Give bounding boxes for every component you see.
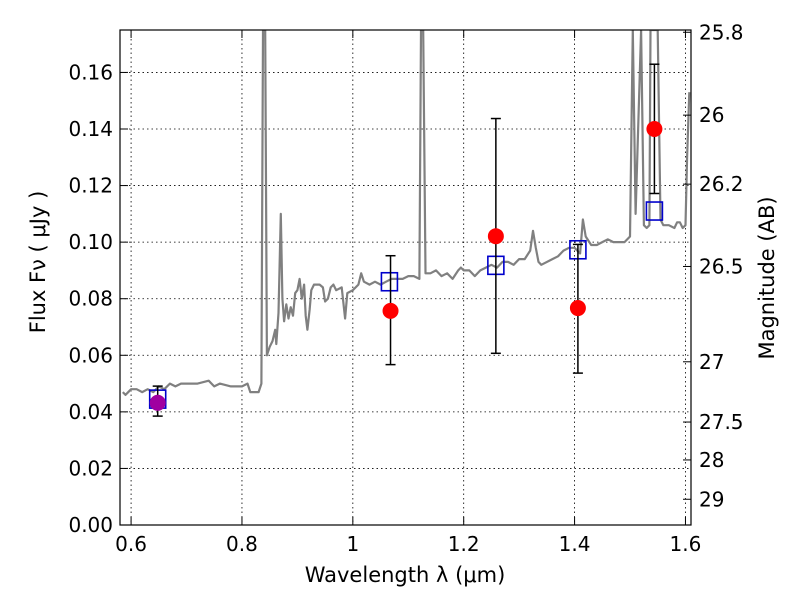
right-tick-label: 28 <box>699 448 724 472</box>
x-axis-title: Wavelength λ (μm) <box>305 563 506 587</box>
y-tick-label: 0.10 <box>68 230 113 254</box>
y-tick-label: 0.06 <box>68 343 113 367</box>
y-tick-label: 0.16 <box>68 60 113 84</box>
y-tick-label: 0.14 <box>68 117 113 141</box>
right-tick-label: 26.2 <box>699 172 744 196</box>
right-tick-label: 26 <box>699 103 724 127</box>
right-axis-title: Magnitude (AB) <box>755 196 779 359</box>
x-tick-label: 1.2 <box>448 532 480 556</box>
x-tick-label: 0.6 <box>115 532 147 556</box>
x-tick-label: 1.6 <box>670 532 702 556</box>
y-tick-label: 0.02 <box>68 456 113 480</box>
right-tick-label: 29 <box>699 487 724 511</box>
y-tick-label: 0.04 <box>68 400 113 424</box>
axis-ticks: 0.6 0.8 1 1.2 1.4 1.6 0.00 0.02 0.04 0.06 0.08 0.10… <box>68 20 743 556</box>
y-axis-title: Flux Fν ( μJy ) <box>26 191 50 334</box>
model-photometry-square <box>645 201 664 221</box>
right-tick-label: 26.5 <box>699 254 744 278</box>
x-tick-label: 1.4 <box>559 532 591 556</box>
observed-photometry-point <box>149 394 166 411</box>
right-tick-label: 27 <box>699 350 724 374</box>
x-tick-label: 1 <box>346 532 359 556</box>
observed-photometry-point <box>382 302 399 319</box>
observed-photometry-point <box>569 300 586 317</box>
plot-series <box>122 30 691 417</box>
right-tick-label: 27.5 <box>699 410 744 434</box>
y-tick-label: 0.00 <box>68 513 113 537</box>
observed-photometry-point <box>646 121 663 137</box>
sed-model-line <box>122 30 691 396</box>
observed-photometry-point <box>487 228 504 245</box>
model-photometry-square <box>380 271 399 292</box>
y-tick-label: 0.12 <box>68 174 113 198</box>
x-tick-label: 0.8 <box>226 532 258 556</box>
plot-frame <box>119 29 692 526</box>
right-tick-label: 25.8 <box>699 20 744 44</box>
y-tick-label: 0.08 <box>68 287 113 311</box>
